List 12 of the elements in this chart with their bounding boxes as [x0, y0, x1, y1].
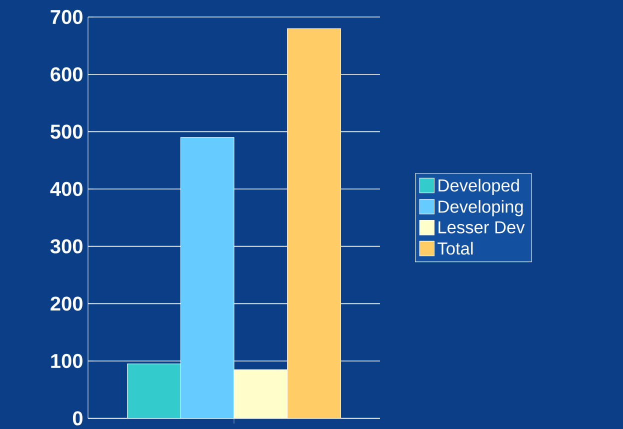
y-tick-label: 700 [50, 10, 82, 24]
y-tick-label: 500 [50, 124, 82, 139]
y-tick-label: 300 [50, 239, 82, 254]
legend-label: Lesser Dev [438, 221, 525, 234]
y-tick-label: 200 [50, 296, 82, 311]
y-tick-label: 600 [50, 67, 82, 82]
y-tick-label: 100 [51, 354, 82, 368]
legend-label: Developing [438, 200, 523, 216]
y-tick-label: 0 [72, 411, 82, 426]
legend-label: Total [438, 242, 473, 255]
y-tick-label: 400 [50, 182, 82, 196]
legend-label: Developed [438, 178, 519, 196]
